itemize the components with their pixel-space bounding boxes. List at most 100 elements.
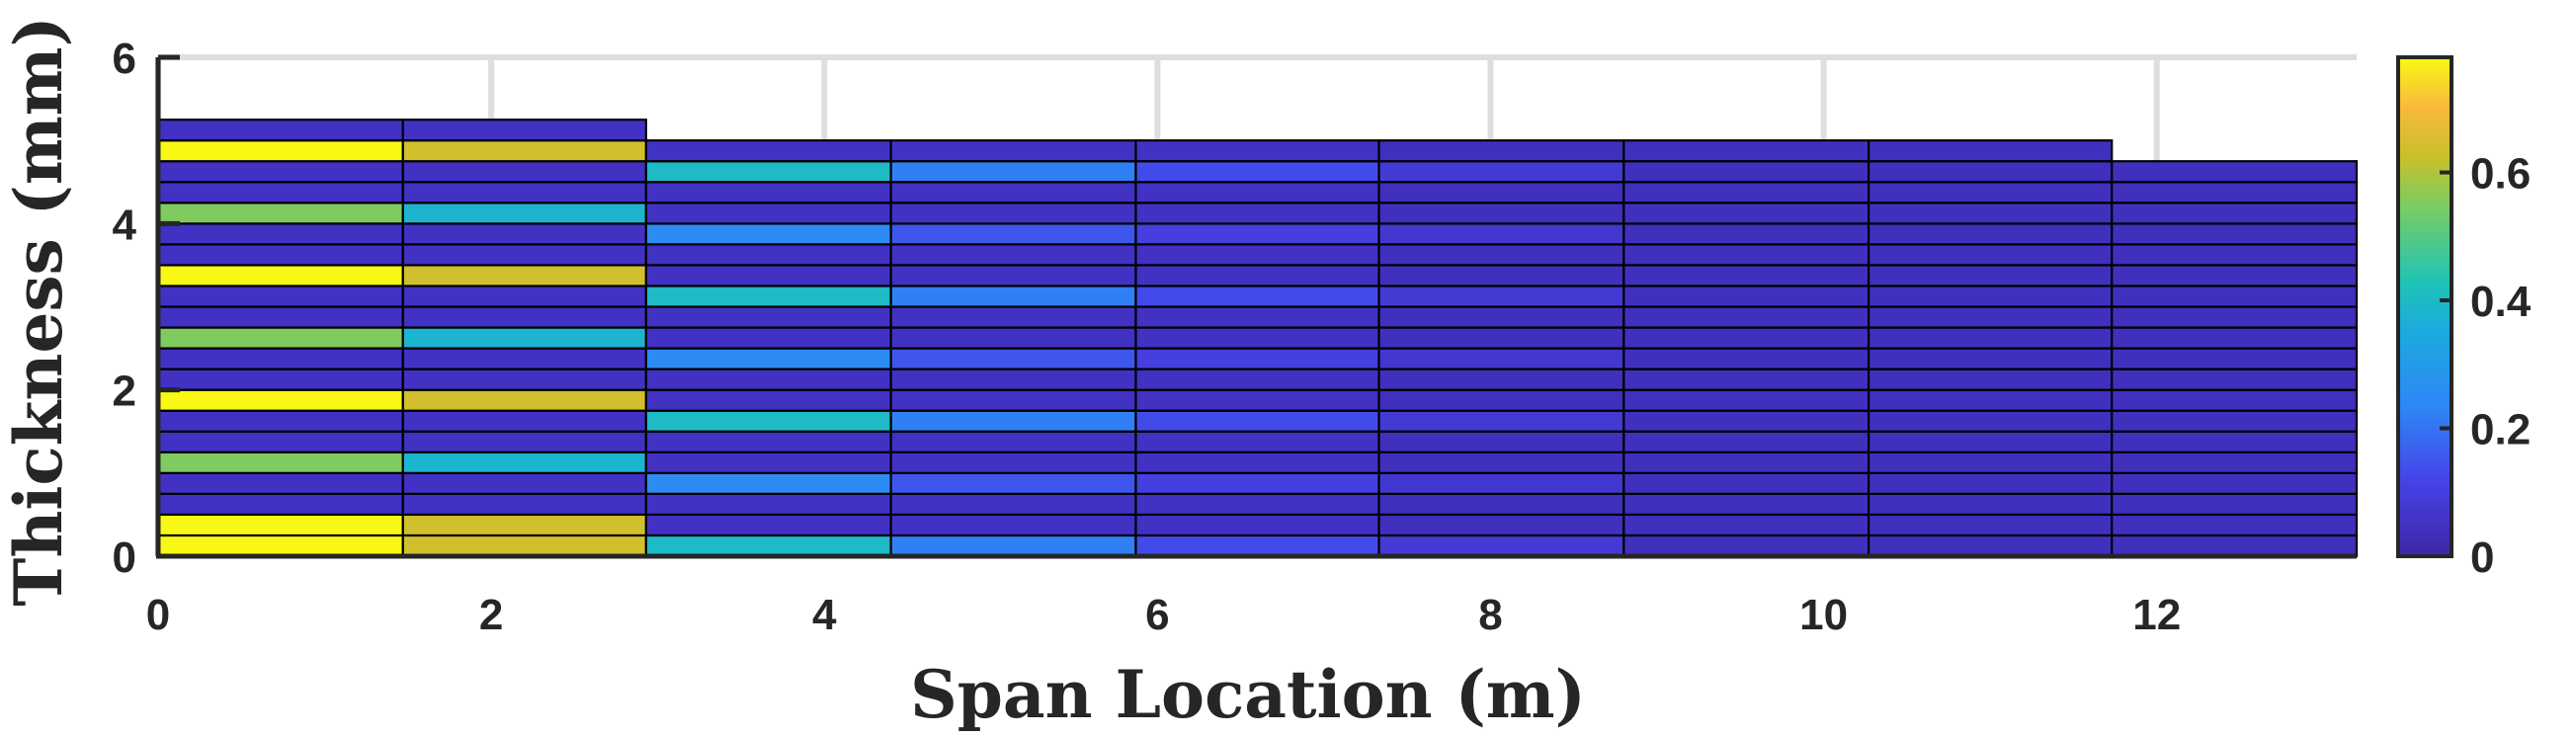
heatmap-cell <box>401 139 647 163</box>
heatmap-cell <box>889 450 1137 474</box>
heatmap-cell <box>644 264 892 287</box>
heatmap-cell <box>1134 368 1380 391</box>
y-tick-label: 0 <box>113 533 136 582</box>
heatmap-cell <box>1868 347 2114 370</box>
heatmap-cell <box>889 326 1137 350</box>
heatmap-cell <box>1134 181 1380 205</box>
heatmap-cell <box>1622 450 1870 474</box>
heatmap-cell <box>1377 388 1625 412</box>
heatmap-cell <box>1622 533 1870 558</box>
heatmap-cell <box>401 264 647 287</box>
colorbar-tick-label: 0.2 <box>2470 406 2531 454</box>
heatmap-cell <box>1622 409 1870 433</box>
heatmap-cell <box>1134 264 1380 287</box>
heatmap-cell <box>156 409 404 433</box>
heatmap-cell <box>644 450 892 474</box>
heatmap-cell <box>1377 326 1625 350</box>
heatmap-cell <box>889 305 1137 329</box>
heatmap-cell <box>2111 202 2359 225</box>
heatmap-cell <box>1868 139 2114 163</box>
heatmap-cell <box>401 181 647 205</box>
heatmap-cell <box>1377 492 1625 517</box>
heatmap-cell <box>2111 409 2359 433</box>
heatmap-cell <box>2111 264 2359 287</box>
heatmap-cell <box>156 264 404 287</box>
heatmap-cell <box>644 305 892 329</box>
heatmap-cell <box>889 264 1137 287</box>
heatmap-cell <box>644 139 892 163</box>
heatmap-cell <box>1622 243 1870 267</box>
heatmap-cell <box>1377 430 1625 453</box>
x-tick-label: 0 <box>146 591 170 639</box>
heatmap-cell <box>2111 450 2359 474</box>
heatmap-cell <box>889 222 1137 246</box>
x-tick-label: 12 <box>2132 591 2181 639</box>
heatmap-cell <box>889 181 1137 205</box>
heatmap-cell <box>156 326 404 350</box>
heatmap-cell <box>401 222 647 246</box>
heatmap-cell <box>1377 347 1625 370</box>
heatmap-cell <box>2111 243 2359 267</box>
colorbar-gradient <box>2396 55 2453 558</box>
heatmap-cell <box>1377 471 1625 495</box>
colorbar-tick-label: 0.4 <box>2470 278 2532 326</box>
heatmap-cell <box>401 471 647 495</box>
heatmap-cell <box>2111 368 2359 391</box>
heatmap-cell <box>156 430 404 453</box>
heatmap-cell <box>1622 326 1870 350</box>
heatmap-cell <box>1377 533 1625 558</box>
heatmap-cell <box>889 430 1137 453</box>
heatmap-cell <box>401 305 647 329</box>
heatmap-cell <box>401 492 647 517</box>
heatmap-cell <box>644 160 892 184</box>
heatmap-cell <box>644 347 892 370</box>
heatmap-cell <box>1622 368 1870 391</box>
heatmap-cell <box>644 388 892 412</box>
heatmap-cell <box>2111 160 2359 184</box>
heatmap-cell <box>889 160 1137 184</box>
heatmap-cell <box>889 513 1137 537</box>
heatmap-cell <box>1868 326 2114 350</box>
heatmap-cell <box>1134 471 1380 495</box>
heatmap-cell <box>644 409 892 433</box>
colorbar-tick-labels: 0 0.2 0.4 0.6 <box>2470 150 2532 582</box>
heatmap-cell <box>889 409 1137 433</box>
heatmap-cell <box>2111 181 2359 205</box>
heatmap-cell <box>644 471 892 495</box>
heatmap-cell <box>2111 533 2359 558</box>
heatmap-cell <box>1622 160 1870 184</box>
heatmap-cells <box>156 119 2359 558</box>
axes <box>155 54 2357 559</box>
x-tick-labels: 0 2 4 6 8 10 12 <box>146 591 2181 639</box>
heatmap-cell <box>644 222 892 246</box>
heatmap-cell <box>1134 492 1380 517</box>
heatmap-cell <box>401 326 647 350</box>
heatmap-cell <box>1134 160 1380 184</box>
heatmap-cell <box>2111 326 2359 350</box>
x-tick-label: 6 <box>1145 591 1169 639</box>
heatmap-cell <box>644 430 892 453</box>
heatmap-cell <box>1622 471 1870 495</box>
heatmap-cell <box>401 368 647 391</box>
x-tick-label: 10 <box>1799 591 1848 639</box>
heatmap-cell <box>156 305 404 329</box>
heatmap-cell <box>401 160 647 184</box>
y-tick-label: 4 <box>113 201 137 249</box>
heatmap-cell <box>1622 264 1870 287</box>
heatmap-cell <box>156 243 404 267</box>
y-tick-label: 2 <box>113 368 136 416</box>
heatmap-cell <box>156 450 404 474</box>
heatmap-cell <box>1377 202 1625 225</box>
heatmap-cell <box>1868 450 2114 474</box>
heatmap-cell <box>401 450 647 474</box>
heatmap-cell <box>1622 430 1870 453</box>
heatmap-cell <box>1377 513 1625 537</box>
heatmap-cell <box>2111 471 2359 495</box>
heatmap-cell <box>156 388 404 412</box>
x-axis-label: Span Location (m) <box>910 656 1586 733</box>
heatmap-cell <box>1868 160 2114 184</box>
heatmap-cell <box>156 160 404 184</box>
heatmap-cell <box>1622 347 1870 370</box>
heatmap-cell <box>644 513 892 537</box>
